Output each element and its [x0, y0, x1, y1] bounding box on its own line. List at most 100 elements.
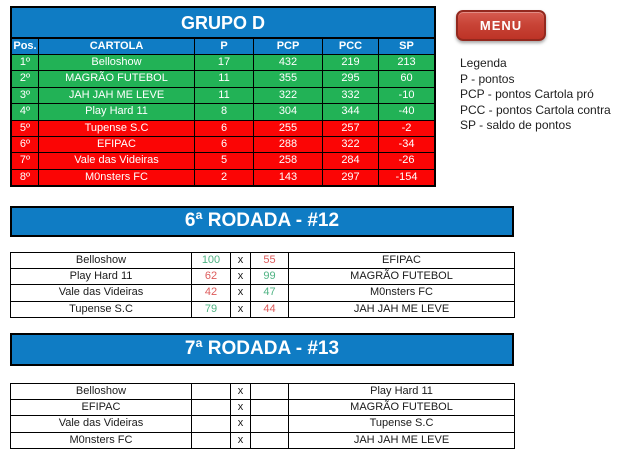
home-score: 79 — [192, 301, 231, 317]
home-score — [192, 432, 231, 448]
points-against: 219 — [323, 55, 379, 71]
match-row: Belloshow x Play Hard 11 — [11, 384, 514, 401]
menu-button[interactable]: MENU — [456, 10, 546, 41]
standings-row: 8º M0nsters FC 2 143 297 -154 — [12, 168, 434, 186]
team-name: Belloshow — [39, 55, 195, 71]
team-name: Vale das Videiras — [39, 153, 195, 169]
points-pro: 258 — [254, 153, 323, 169]
match-row: Play Hard 11 62 x 99 MAGRÃO FUTEBOL — [11, 269, 514, 286]
away-score: 99 — [251, 269, 289, 285]
points: 6 — [195, 136, 254, 153]
away-score: 47 — [251, 285, 289, 301]
legend: Legenda P - pontos PCP - pontos Cartola pr… — [460, 56, 611, 134]
points-pro: 322 — [254, 87, 323, 104]
points: 17 — [195, 55, 254, 71]
column-header-p: P — [195, 39, 254, 54]
away-score: 44 — [251, 301, 289, 317]
vs-separator: x — [231, 269, 251, 285]
home-team: Tupense S.C — [11, 301, 192, 317]
legend-item: P - pontos — [460, 71, 515, 86]
position: 4º — [12, 104, 39, 120]
home-score: 100 — [192, 253, 231, 269]
standings-row: 4º Play Hard 11 8 304 344 -40 — [12, 103, 434, 120]
vs-separator: x — [231, 301, 251, 317]
away-score — [251, 384, 289, 400]
team-name: EFIPAC — [39, 136, 195, 153]
points-pro: 304 — [254, 104, 323, 120]
legend-item: SP - saldo de pontos — [460, 118, 572, 132]
away-team: JAH JAH ME LEVE — [353, 302, 450, 315]
points-against: 344 — [323, 104, 379, 120]
legend-title: Legenda — [460, 56, 507, 70]
position: 5º — [12, 120, 39, 136]
position: 1º — [12, 55, 39, 71]
home-score — [192, 416, 231, 432]
points-against: 322 — [323, 136, 379, 153]
vs-separator: x — [231, 416, 251, 432]
home-team: Vale das Videiras — [11, 285, 192, 301]
away-team: Tupense S.C — [369, 417, 434, 430]
home-score — [192, 400, 231, 416]
points-balance: 213 — [379, 55, 434, 71]
position: 8º — [12, 169, 39, 186]
match-row: M0nsters FC x JAH JAH ME LEVE — [11, 432, 514, 448]
position: 7º — [12, 153, 39, 169]
points-balance: -10 — [379, 87, 434, 104]
points-against: 284 — [323, 153, 379, 169]
away-score — [251, 400, 289, 416]
round-7-fixtures-table: Belloshow x Play Hard 11 EFIPAC x MAGRÃO FUTE… — [10, 383, 515, 449]
vs-separator: x — [231, 432, 251, 448]
standings-row: 7º Vale das Videiras 5 258 284 -26 — [12, 152, 434, 169]
match-row: Tupense S.C 79 x 44 JAH JAH ME LEVE — [11, 301, 514, 317]
away-team: M0nsters FC — [370, 286, 433, 299]
points-against: 297 — [323, 169, 379, 186]
home-team: EFIPAC — [11, 400, 192, 416]
match-row: EFIPAC x MAGRÃO FUTEBOL — [11, 400, 514, 417]
vs-separator: x — [231, 253, 251, 269]
team-name: Tupense S.C — [39, 120, 195, 136]
points-balance: 60 — [379, 71, 434, 87]
away-team: MAGRÃO FUTEBOL — [350, 401, 453, 414]
away-score — [251, 416, 289, 432]
standings-row: 3º JAH JAH ME LEVE 11 322 332 -10 — [12, 86, 434, 104]
away-score: 55 — [251, 253, 289, 269]
column-header-pcp: PCP — [254, 39, 323, 54]
points: 2 — [195, 169, 254, 186]
vs-separator: x — [231, 400, 251, 416]
standings-row: 1º Belloshow 17 432 219 213 — [12, 55, 434, 71]
away-team: Play Hard 11 — [370, 385, 433, 397]
vs-separator: x — [231, 285, 251, 301]
standings-body: 1º Belloshow 17 432 219 213 2º MAGRÃO FUTEBOL 11… — [12, 55, 434, 186]
away-team: EFIPAC — [382, 254, 421, 266]
legend-item: PCP - pontos Cartola pró — [460, 87, 594, 101]
points-against: 257 — [323, 120, 379, 136]
standings-row: 5º Tupense S.C 6 255 257 -2 — [12, 119, 434, 136]
group-standings-table: GRUPO D Pos. CARTOLA P PCP PCC SP 1º Belloshow… — [10, 6, 436, 188]
points-pro: 432 — [254, 55, 323, 71]
standings-header-row: Pos. CARTOLA P PCP PCC SP — [12, 39, 434, 55]
team-name: Play Hard 11 — [39, 104, 195, 120]
home-team: Vale das Videiras — [11, 416, 192, 432]
standings-row: 2º MAGRÃO FUTEBOL 11 355 295 60 — [12, 70, 434, 87]
points-pro: 255 — [254, 120, 323, 136]
legend-item: PCC - pontos Cartola contra — [460, 102, 611, 117]
points-balance: -2 — [379, 120, 434, 136]
home-team: M0nsters FC — [11, 432, 192, 448]
home-score: 62 — [192, 269, 231, 285]
points-pro: 355 — [254, 71, 323, 87]
home-team: Belloshow — [11, 253, 192, 269]
away-score — [251, 432, 289, 448]
column-header-sp: SP — [399, 40, 414, 52]
points-balance: -26 — [379, 153, 434, 169]
points: 11 — [195, 87, 254, 104]
round-6-fixtures-table: Belloshow 100 x 55 EFIPAC Play Hard 11 62 x 99 MA… — [10, 252, 515, 318]
team-name: JAH JAH ME LEVE — [39, 87, 195, 104]
points-against: 332 — [323, 87, 379, 104]
home-score — [192, 384, 231, 400]
home-score: 42 — [192, 285, 231, 301]
column-header-pos: Pos. — [12, 39, 39, 54]
points: 6 — [195, 120, 254, 136]
match-row: Vale das Videiras x Tupense S.C — [11, 416, 514, 433]
away-team: MAGRÃO FUTEBOL — [350, 270, 453, 283]
